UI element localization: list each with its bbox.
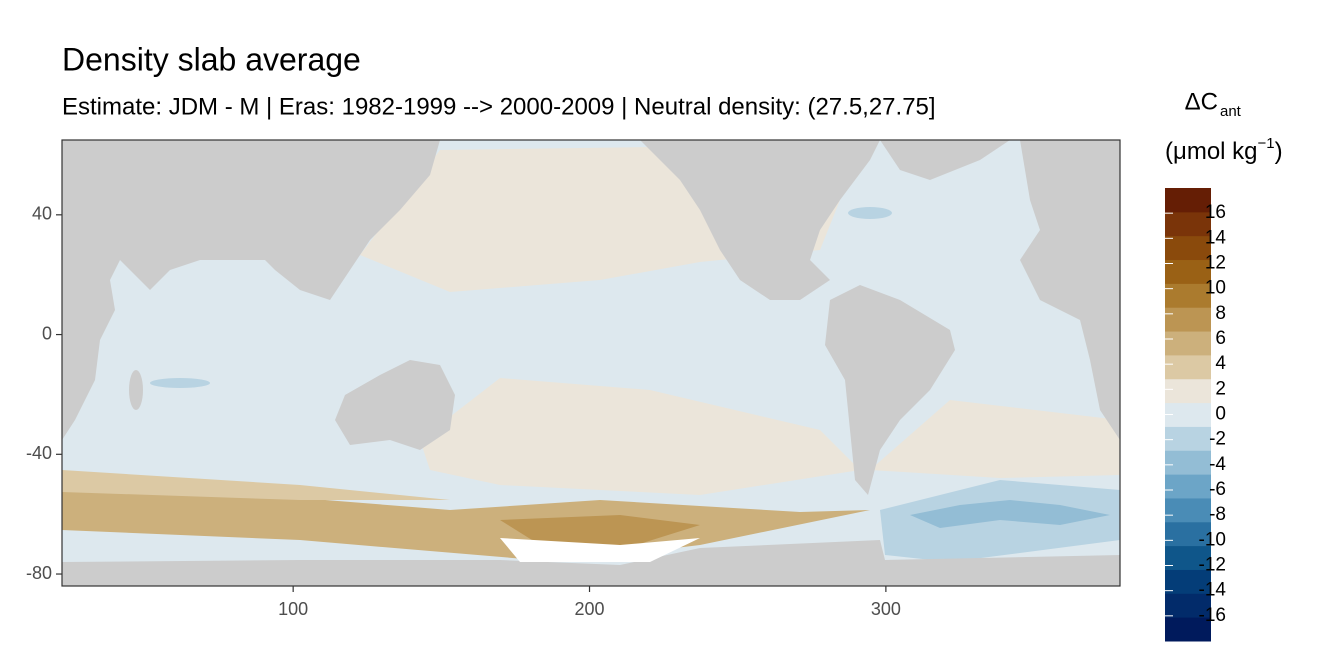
legend-units-base: (μmol kg <box>1165 138 1258 165</box>
y-tick-label: -80 <box>26 563 52 583</box>
legend-units: (μmol kg−1) <box>1165 135 1283 165</box>
legend-label: -14 <box>1199 580 1227 601</box>
legend-label: 10 <box>1205 278 1226 299</box>
legend-swatch <box>1165 497 1211 523</box>
southern-band-light <box>62 470 450 500</box>
legend-swatch <box>1165 283 1211 308</box>
legend-swatch <box>1165 450 1211 475</box>
x-tick-label: 200 <box>574 599 604 619</box>
legend-label: 6 <box>1215 328 1226 349</box>
legend-swatch <box>1165 593 1211 618</box>
map <box>61 139 1121 587</box>
legend-swatch <box>1165 331 1211 356</box>
legend-swatch <box>1165 235 1211 261</box>
antarctica <box>62 540 1120 586</box>
south-atlantic <box>870 400 1120 478</box>
legend-swatch <box>1165 378 1211 404</box>
greenland <box>880 140 1010 180</box>
legend-title-sub: ant <box>1220 103 1242 120</box>
chart-subtitle: Estimate: JDM - M | Eras: 1982-1999 --> … <box>62 93 936 120</box>
legend-swatch <box>1165 188 1211 213</box>
legend-label: 16 <box>1205 202 1226 223</box>
australia <box>335 360 455 450</box>
legend-title: ΔC <box>1185 88 1218 115</box>
legend-label: 4 <box>1215 353 1226 374</box>
legend-units-close: ) <box>1275 138 1283 165</box>
legend-label: 8 <box>1215 303 1226 324</box>
legend-swatch <box>1165 617 1211 642</box>
legend-label: -8 <box>1209 504 1226 525</box>
legend-label: -16 <box>1199 605 1226 626</box>
legend-swatch <box>1165 211 1211 237</box>
legend-label: -6 <box>1209 479 1226 500</box>
legend-label: -4 <box>1209 454 1226 475</box>
africa-asia <box>62 140 440 440</box>
chart-title: Density slab average <box>62 41 361 77</box>
legend-label: 12 <box>1205 253 1226 274</box>
legend-label: -12 <box>1199 555 1226 576</box>
indian-patch <box>150 378 210 388</box>
north-america <box>640 140 880 300</box>
legend-label: -2 <box>1209 429 1226 450</box>
madagascar <box>129 370 143 410</box>
south-pacific <box>420 378 860 495</box>
legend-swatch <box>1165 521 1211 547</box>
legend-swatch <box>1165 307 1211 332</box>
south-atlantic-patch <box>910 500 1110 528</box>
x-tick-label: 100 <box>278 599 308 619</box>
legend-swatch <box>1165 354 1211 380</box>
plot-border <box>61 139 1121 587</box>
legend-label: 14 <box>1205 227 1227 248</box>
y-tick-label: -40 <box>26 443 52 463</box>
legend-label: 2 <box>1215 378 1226 399</box>
legend-units-sup: −1 <box>1258 135 1275 152</box>
legend-swatch <box>1165 569 1211 594</box>
y-tick-label: 40 <box>32 204 52 224</box>
y-tick-label: 0 <box>42 323 52 343</box>
south-america <box>825 285 955 495</box>
ice-shelf <box>500 538 700 562</box>
labrador-patch <box>848 207 892 219</box>
legend-label: 0 <box>1215 404 1226 425</box>
legend-swatch <box>1165 474 1211 499</box>
south-atlantic-blue <box>880 480 1120 562</box>
legend-label: -10 <box>1199 529 1226 550</box>
legend-swatch <box>1165 426 1211 451</box>
x-tick-label: 300 <box>871 599 901 619</box>
europe-africa <box>1020 140 1120 440</box>
